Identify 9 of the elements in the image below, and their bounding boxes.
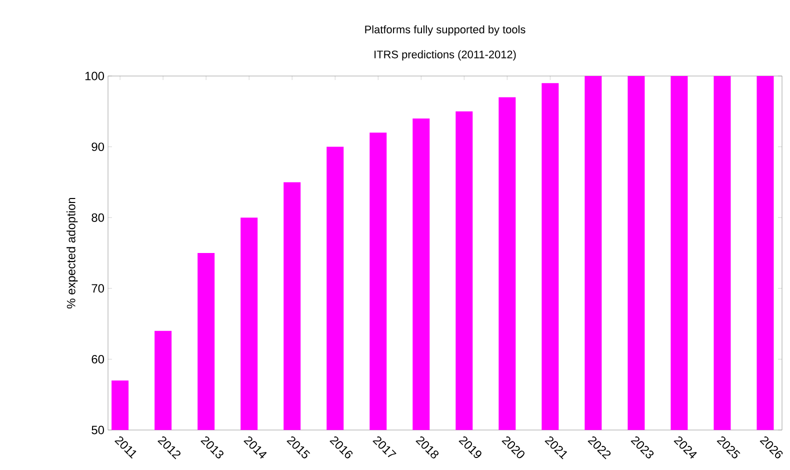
y-axis-title: % expected adoption	[66, 198, 78, 308]
y-tick-label: 60	[92, 354, 104, 364]
y-tick-label: 70	[92, 284, 104, 293]
y-tick-label: 50	[92, 426, 104, 434]
chart-subtitle: ITRS predictions (2011-2012)	[374, 50, 516, 60]
y-tick-label: 90	[92, 142, 104, 152]
y-tick-label: 80	[92, 213, 104, 222]
chart-title: Platforms fully supported by tools	[365, 25, 526, 36]
y-tick-label: 100	[85, 72, 104, 80]
